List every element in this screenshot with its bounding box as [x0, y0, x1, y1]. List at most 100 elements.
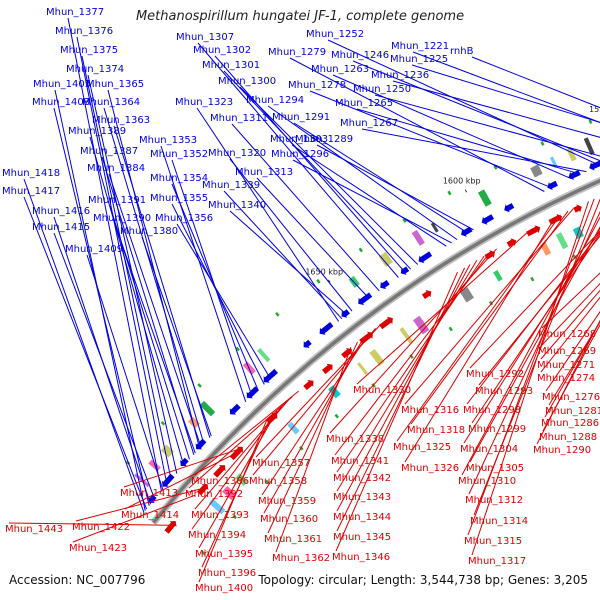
forward-gene-connector	[231, 123, 380, 292]
scale-label: 1550 kbp	[589, 105, 600, 114]
feature-block	[378, 251, 393, 267]
feature-block	[493, 270, 503, 282]
forward-gene-connector	[293, 122, 469, 234]
reverse-gene-label: Mhun_1344	[333, 512, 391, 523]
reverse-gene-connector	[544, 320, 600, 418]
reverse-gene-label: Mhun_1395	[195, 549, 253, 560]
reverse-gene-connector	[336, 260, 478, 492]
forward-gene-arrow	[547, 180, 558, 191]
reverse-gene-label: Mhun_1292	[466, 369, 524, 380]
feature-block	[357, 362, 369, 375]
reverse-gene-label: Mhun_1268	[538, 329, 596, 340]
reverse-gene-label: Mhun_1361	[264, 534, 322, 545]
reverse-gene-label: Mhun_1396	[198, 568, 256, 579]
forward-gene-connector	[223, 70, 412, 270]
feature-block	[197, 383, 202, 388]
forward-gene-label: Mhun_1380	[120, 226, 178, 237]
reverse-gene-connector	[541, 282, 600, 346]
forward-gene-arrow	[148, 494, 157, 503]
reverse-gene-connector	[548, 320, 600, 406]
reverse-gene-label: Mhun_1345	[333, 532, 391, 543]
reverse-gene-connector	[263, 336, 365, 514]
reverse-gene-label: Mhun_1315	[464, 536, 522, 547]
reverse-gene-arrow	[322, 363, 333, 375]
reverse-gene-connector	[336, 255, 485, 473]
forward-gene-label: Mhun_1301	[202, 60, 260, 71]
reverse-gene-label: Mhun_1326	[401, 463, 459, 474]
forward-gene-arrow	[418, 251, 433, 264]
forward-gene-label: Mhun_1363	[92, 115, 150, 126]
forward-gene-connector	[289, 57, 545, 192]
reverse-gene-label: Mhun_1392	[185, 489, 243, 500]
reverse-gene-connector	[471, 201, 589, 556]
forward-gene-connector	[316, 144, 474, 231]
feature-block	[160, 421, 166, 426]
reverse-gene-arrow	[229, 446, 244, 461]
reverse-gene-label: Mhun_1318	[407, 425, 465, 436]
feature-block	[199, 400, 216, 417]
forward-gene-arrow	[229, 403, 241, 415]
forward-gene-label: Mhun_1415	[32, 222, 90, 233]
forward-gene-label: Mhun_1294	[246, 95, 304, 106]
reverse-gene-connector	[469, 230, 600, 369]
forward-gene-connector	[327, 39, 600, 166]
reverse-gene-connector	[124, 455, 232, 510]
scale-tick	[328, 279, 331, 283]
forward-gene-label: Mhun_1355	[150, 193, 208, 204]
feature-block	[477, 189, 492, 207]
reverse-gene-connector	[463, 227, 600, 444]
feature-block	[412, 315, 430, 335]
feature-block	[411, 229, 425, 246]
forward-gene-label: Mhun_1250	[353, 84, 411, 95]
forward-gene-label: Mhun_1340	[208, 200, 266, 211]
reverse-gene-label: Mhun_1423	[69, 543, 127, 554]
forward-gene-label: Mhun_1377	[46, 7, 104, 18]
forward-gene-connector	[108, 173, 202, 448]
forward-gene-label: Mhun_1375	[60, 45, 118, 56]
reverse-gene-connector	[541, 272, 600, 329]
forward-gene-arrow	[358, 292, 373, 306]
reverse-gene-label: Mhun_1360	[260, 514, 318, 525]
forward-gene-label: Mhun_1376	[55, 26, 113, 37]
feature-block	[572, 254, 577, 260]
forward-gene-arrow	[195, 438, 207, 450]
reverse-gene-label: Mhun_1393	[191, 510, 249, 521]
forward-gene-connector	[292, 159, 452, 244]
forward-gene-label: Mhun_1221	[391, 41, 449, 52]
forward-gene-label: Mhun_1246	[331, 50, 389, 61]
reverse-gene-label: Mhun_1312	[465, 495, 523, 506]
forward-gene-connector	[53, 107, 150, 506]
forward-gene-label: Mhun_1374	[66, 64, 124, 75]
reverse-gene-connector	[478, 235, 600, 386]
reverse-gene-connector	[404, 217, 556, 463]
forward-gene-arrow	[400, 266, 410, 275]
forward-gene-connector	[171, 159, 253, 397]
feature-block	[334, 413, 340, 419]
forward-gene-label: Mhun_1311	[210, 113, 268, 124]
forward-gene-label: Mhun_1267	[340, 118, 398, 129]
reverse-gene-label: Mhun_1341	[331, 456, 389, 467]
forward-gene-arrow	[246, 386, 259, 399]
reverse-gene-arrow	[573, 204, 582, 213]
forward-gene-label: Mhun_1302	[193, 45, 251, 56]
forward-gene-label: Mhun_1279	[268, 47, 326, 58]
forward-gene-label: Mhun_1263	[311, 64, 369, 75]
forward-gene-label: Mhun_1353	[139, 135, 197, 146]
feature-block	[430, 222, 439, 233]
feature-block	[264, 479, 270, 485]
forward-gene-arrow	[263, 368, 278, 383]
forward-gene-connector	[86, 254, 164, 490]
reverse-gene-label: Mhun_1338	[326, 434, 384, 445]
forward-gene-label: Mhun_1339	[202, 180, 260, 191]
forward-gene-connector	[239, 86, 419, 265]
feature-block	[235, 346, 241, 352]
forward-gene-connector	[223, 190, 343, 320]
forward-gene-label: Mhun_1354	[150, 173, 208, 184]
reverse-gene-connector	[198, 420, 268, 583]
reverse-gene-connector	[469, 226, 600, 463]
reverse-gene-label: Mhun_1274	[537, 373, 595, 384]
reverse-gene-label: Mhun_1316	[401, 405, 459, 416]
feature-block	[583, 137, 595, 156]
reverse-gene-label: Mhun_1386	[191, 476, 249, 487]
